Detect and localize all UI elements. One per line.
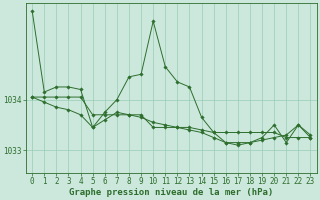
X-axis label: Graphe pression niveau de la mer (hPa): Graphe pression niveau de la mer (hPa) [69, 188, 274, 197]
